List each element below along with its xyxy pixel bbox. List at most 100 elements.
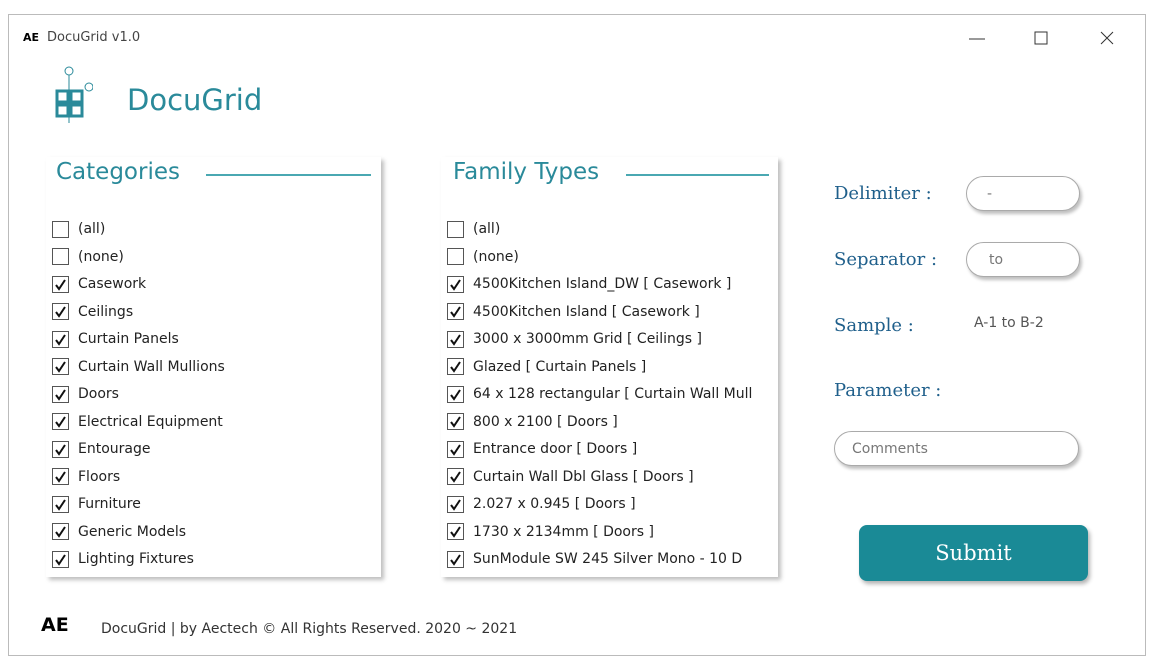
app-name: DocuGrid (127, 83, 263, 117)
checkbox[interactable] (447, 275, 464, 293)
item-label: (all) (78, 221, 106, 237)
item-label: (none) (78, 248, 124, 265)
checkbox[interactable] (52, 303, 69, 320)
list-item[interactable]: Entourage (52, 438, 150, 460)
list-item[interactable]: Lighting Fixtures (52, 548, 194, 570)
title-rule (206, 174, 371, 176)
list-item[interactable]: 800 x 2100 [ Doors ] (447, 411, 618, 433)
list-item[interactable]: MRBC Bottle [ Entourage ] (447, 576, 657, 578)
footer-text: DocuGrid | by Aectech © All Rights Reser… (101, 621, 518, 637)
checkbox[interactable] (447, 523, 464, 540)
checkbox[interactable] (52, 330, 69, 348)
item-label: SunModule SW 245 Silver Mono - 10 D (473, 551, 743, 567)
checkbox[interactable] (52, 440, 69, 458)
list-item[interactable]: Furniture (52, 493, 141, 515)
list-item[interactable]: Casework (52, 273, 146, 295)
list-item[interactable]: Entrance door [ Doors ] (447, 438, 637, 460)
list-item[interactable]: Ceilings (52, 301, 133, 323)
list-item[interactable]: 4500Kitchen Island [ Casework ] (447, 301, 700, 323)
checkbox[interactable] (447, 413, 464, 430)
item-label: Curtain Wall Dbl Glass [ Doors ] (473, 468, 694, 485)
checkbox[interactable] (447, 385, 464, 403)
list-item[interactable]: 2.027 x 0.945 [ Doors ] (447, 493, 636, 515)
checkbox[interactable] (52, 248, 69, 265)
checkmark (450, 471, 461, 483)
title-icon: AE (23, 31, 39, 43)
list-item[interactable]: (none) (447, 246, 519, 268)
title-rule (626, 174, 769, 176)
list-item[interactable]: Planting (52, 576, 135, 578)
item-label: 3000 x 3000mm Grid [ Ceilings ] (473, 331, 702, 347)
checkbox[interactable] (52, 358, 69, 375)
list-item[interactable]: 3000 x 3000mm Grid [ Ceilings ] (447, 328, 702, 350)
item-label: Casework (78, 276, 147, 292)
checkbox[interactable] (447, 495, 464, 513)
checkmark (450, 416, 461, 428)
delimiter-input[interactable]: - (966, 176, 1080, 211)
item-label: 64 x 128 rectangular [ Curtain Wall Mull (473, 386, 753, 402)
checkbox[interactable] (52, 413, 69, 430)
submit-button[interactable]: Submit (859, 525, 1088, 581)
panel-title: Categories (56, 159, 180, 185)
checkbox[interactable] (447, 468, 464, 485)
checkbox[interactable] (52, 550, 69, 568)
checkbox[interactable] (447, 220, 464, 238)
family-types-panel: Family Types (all) (none) 4500Kitchen Isla… (441, 157, 778, 577)
item-label: 4500Kitchen Island [ Casework ] (473, 303, 700, 320)
list-item[interactable]: 64 x 128 rectangular [ Curtain Wall Mull (447, 383, 752, 405)
checkbox[interactable] (447, 358, 464, 375)
checkbox[interactable] (52, 385, 69, 403)
window-controls[interactable] (969, 27, 1129, 51)
list-item[interactable]: Curtain Panels (52, 328, 179, 350)
separator-input[interactable]: to (966, 242, 1080, 277)
input-value: - (987, 185, 993, 202)
list-item[interactable]: (all) (447, 218, 500, 240)
checkbox[interactable] (52, 523, 69, 540)
list-item[interactable]: 4500Kitchen Island_DW [ Casework ] (447, 273, 731, 295)
item-label: Glazed [ Curtain Panels ] (473, 358, 647, 375)
window-title: DocuGrid v1.0 (47, 30, 141, 45)
checkbox[interactable] (447, 248, 464, 265)
parameter-input[interactable]: Comments (834, 431, 1079, 466)
checkmark (55, 388, 66, 401)
sample-value: A-1 to B-2 (974, 315, 1044, 331)
checkbox[interactable] (52, 275, 69, 293)
list-item[interactable]: 1730 x 2134mm [ Doors ] (447, 521, 654, 543)
list-item[interactable]: Doors (52, 383, 119, 405)
item-label: (none) (473, 248, 519, 265)
checkbox[interactable] (447, 440, 464, 458)
separator-label: Separator : (834, 249, 938, 270)
checkbox[interactable] (52, 495, 69, 513)
checkbox[interactable] (447, 303, 464, 320)
list-item[interactable]: Generic Models (52, 521, 186, 543)
list-item[interactable]: Floors (52, 466, 120, 488)
checkmark (450, 526, 461, 538)
input-value: to (989, 251, 1004, 268)
item-label: Ceilings (78, 303, 134, 320)
checkmark (450, 333, 461, 346)
list-item[interactable]: Curtain Wall Mullions (52, 356, 225, 378)
footer-logo: AE (41, 614, 69, 635)
list-item[interactable]: (none) (52, 246, 124, 268)
checkmark (55, 498, 66, 511)
item-label: 2.027 x 0.945 [ Doors ] (473, 496, 636, 512)
checkmark (55, 526, 66, 538)
panel-title: Family Types (453, 159, 600, 185)
list-item[interactable]: (all) (52, 218, 105, 240)
input-value: Comments (852, 440, 928, 457)
list-item[interactable]: Electrical Equipment (52, 411, 223, 433)
list-item[interactable]: Curtain Wall Dbl Glass [ Doors ] (447, 466, 694, 488)
checkmark (55, 278, 66, 291)
item-label: Curtain Wall Mullions (78, 358, 225, 375)
checkmark (450, 443, 461, 456)
checkbox[interactable] (52, 468, 69, 485)
checkbox[interactable] (447, 330, 464, 348)
checkbox[interactable] (52, 220, 69, 238)
checkbox[interactable] (447, 550, 464, 568)
list-item[interactable]: Glazed [ Curtain Panels ] (447, 356, 646, 378)
item-label: (all) (473, 221, 501, 237)
item-label: Electrical Equipment (78, 413, 223, 430)
item-label: Furniture (78, 496, 141, 512)
list-item[interactable]: SunModule SW 245 Silver Mono - 10 D (447, 548, 742, 570)
